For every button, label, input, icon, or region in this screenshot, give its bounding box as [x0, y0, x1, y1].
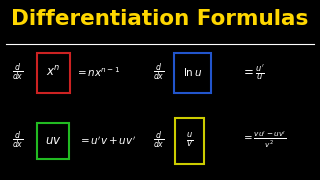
- Text: $uv$: $uv$: [44, 134, 61, 147]
- Text: Differentiation Formulas: Differentiation Formulas: [11, 9, 309, 29]
- Text: $\ln u$: $\ln u$: [183, 66, 203, 78]
- Text: $= nx^{n-1}$: $= nx^{n-1}$: [75, 65, 120, 79]
- Bar: [37, 53, 70, 93]
- Text: $= \frac{vu'-uv'}{v^2}$: $= \frac{vu'-uv'}{v^2}$: [241, 130, 287, 150]
- Text: $\frac{d}{dx}$: $\frac{d}{dx}$: [153, 61, 164, 83]
- Text: $\frac{d}{dx}$: $\frac{d}{dx}$: [153, 130, 164, 151]
- Text: $= u'v + uv'$: $= u'v + uv'$: [78, 134, 136, 147]
- Bar: [37, 123, 69, 159]
- Text: $\frac{u}{v}$: $\frac{u}{v}$: [186, 132, 193, 149]
- Text: $\frac{d}{dx}$: $\frac{d}{dx}$: [12, 130, 23, 151]
- Text: $x^n$: $x^n$: [46, 65, 61, 79]
- Text: $\frac{d}{dx}$: $\frac{d}{dx}$: [12, 61, 23, 83]
- Text: $= \frac{u'}{u}$: $= \frac{u'}{u}$: [241, 62, 265, 82]
- Bar: [175, 118, 204, 164]
- Bar: [174, 53, 211, 93]
